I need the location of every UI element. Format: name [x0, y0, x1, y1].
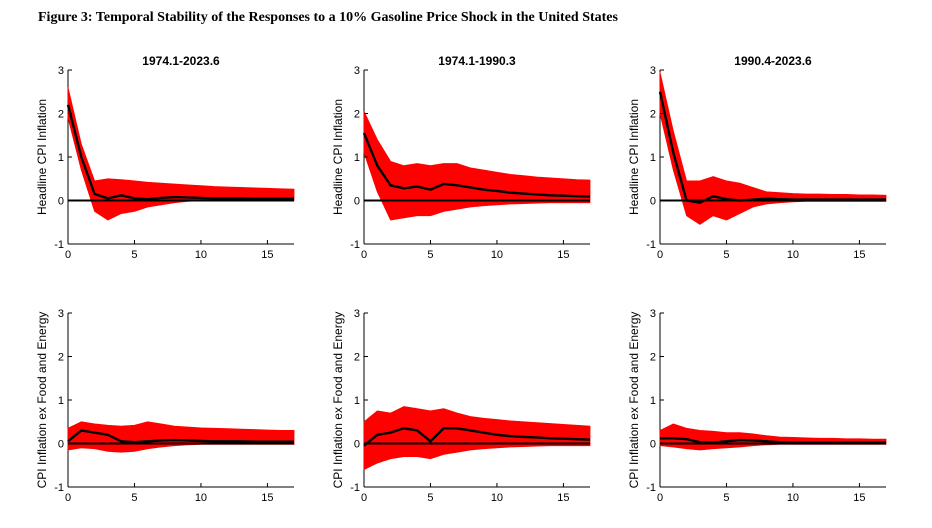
y-tick-label: -1	[350, 482, 360, 494]
y-tick-label: 1	[58, 395, 64, 407]
x-tick-label: 0	[657, 492, 663, 504]
median-response-line	[658, 91, 886, 204]
panel-title: 1974.1-1990.3	[438, 54, 516, 68]
y-tick-label: 0	[58, 196, 64, 208]
panel-title: 1974.1-2023.6	[142, 54, 220, 68]
x-tick-label: 10	[491, 492, 503, 504]
median-response-line	[67, 429, 294, 444]
y-tick-label: 1	[650, 395, 656, 407]
x-tick-label: 15	[853, 249, 865, 261]
y-tick-label: 0	[58, 439, 64, 451]
y-tick-label: 1	[650, 152, 656, 164]
confidence-band	[67, 421, 295, 453]
x-tick-label: 15	[557, 249, 569, 261]
median-response-line	[660, 437, 886, 444]
x-tick-label: 5	[427, 249, 433, 261]
y-tick-label: -1	[350, 239, 360, 251]
y-tick-label: 3	[650, 65, 656, 77]
y-tick-label: 2	[58, 352, 64, 364]
y-tick-label: 2	[354, 352, 360, 364]
y-tick-label: 3	[354, 308, 360, 320]
y-tick-label: 2	[354, 109, 360, 121]
y-tick-label: 1	[58, 152, 64, 164]
x-tick-label: 5	[427, 492, 433, 504]
x-tick-label: 15	[853, 492, 865, 504]
x-tick-label: 10	[787, 492, 799, 504]
y-axis-label: CPI Inflation ex Food and Energy	[331, 312, 345, 489]
figure-title: Figure 3: Temporal Stability of the Resp…	[38, 10, 618, 25]
x-tick-label: 5	[723, 492, 729, 504]
median-response-line	[66, 104, 294, 201]
panel-title: 1990.4-2023.6	[734, 54, 812, 68]
x-tick-label: 0	[65, 492, 71, 504]
x-tick-label: 10	[195, 249, 207, 261]
x-tick-label: 5	[131, 492, 137, 504]
y-axis-label: Headline CPI Inflation	[35, 99, 49, 215]
median-response-line	[362, 132, 591, 198]
y-tick-label: 0	[354, 439, 360, 451]
y-tick-label: 3	[58, 308, 64, 320]
y-tick-label: -1	[646, 482, 656, 494]
x-tick-label: 15	[261, 492, 273, 504]
confidence-band	[363, 406, 591, 471]
y-tick-label: 3	[58, 65, 64, 77]
y-axis-label: CPI Inflation ex Food and Energy	[35, 312, 49, 489]
y-tick-label: -1	[54, 482, 64, 494]
y-tick-label: 1	[354, 395, 360, 407]
median-response-line	[363, 427, 591, 447]
y-axis-label: CPI Inflation ex Food and Energy	[627, 312, 641, 489]
x-tick-label: 0	[65, 249, 71, 261]
x-tick-label: 15	[557, 492, 569, 504]
x-tick-label: 10	[787, 249, 799, 261]
y-tick-label: -1	[54, 239, 64, 251]
y-tick-label: 2	[58, 109, 64, 121]
x-tick-label: 10	[491, 249, 503, 261]
y-axis-label: Headline CPI Inflation	[627, 99, 641, 215]
y-tick-label: 3	[354, 65, 360, 77]
x-tick-label: 0	[361, 249, 367, 261]
x-tick-label: 0	[657, 249, 663, 261]
y-tick-label: 0	[354, 196, 360, 208]
y-tick-label: 0	[650, 439, 656, 451]
x-tick-label: 10	[195, 492, 207, 504]
y-tick-label: 1	[354, 152, 360, 164]
confidence-band	[659, 423, 887, 451]
y-tick-label: 2	[650, 352, 656, 364]
y-axis-label: Headline CPI Inflation	[331, 99, 345, 215]
y-tick-label: 0	[650, 196, 656, 208]
x-tick-label: 5	[723, 249, 729, 261]
confidence-band	[363, 111, 591, 221]
y-tick-label: -1	[646, 239, 656, 251]
x-tick-label: 0	[361, 492, 367, 504]
x-tick-label: 15	[261, 249, 273, 261]
y-tick-label: 3	[650, 308, 656, 320]
y-tick-label: 2	[650, 109, 656, 121]
x-tick-label: 5	[131, 249, 137, 261]
